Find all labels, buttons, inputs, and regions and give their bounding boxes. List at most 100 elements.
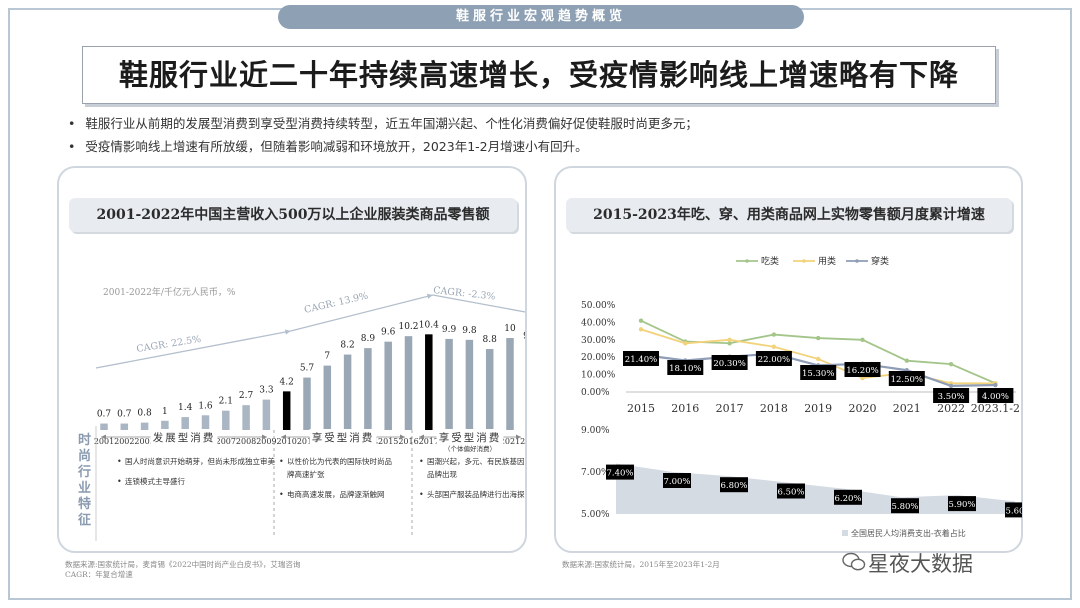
area-data-label-box xyxy=(891,498,919,514)
x-tick-label: 2022 xyxy=(937,402,965,415)
area-data-label-box xyxy=(777,483,805,499)
stage-point-text: 连锁模式主导盛行 xyxy=(125,476,185,486)
stage-arrow-head-left xyxy=(101,434,106,440)
bar xyxy=(465,339,474,430)
left-source: 数据来源:国家统计局，麦肯锡《2022中国时尚产业白皮书》，艾瑞咨询 xyxy=(65,560,301,569)
series-point xyxy=(683,341,688,346)
cagr-arrowhead xyxy=(284,329,291,335)
cagr-label: CAGR: 22.5% xyxy=(136,334,202,355)
bar-value-label: 8.9 xyxy=(361,334,376,344)
area-data-label: 5.60% xyxy=(1005,506,1022,516)
bar xyxy=(120,423,129,430)
bar xyxy=(100,423,108,430)
data-label-box xyxy=(844,362,881,377)
stage-point-text: 国人时尚意识开始萌芽，但尚未形成独立审美 xyxy=(125,456,275,466)
cagr-arrowhead xyxy=(426,293,433,299)
series-point xyxy=(948,383,954,389)
bar xyxy=(506,338,514,430)
data-label-box xyxy=(667,360,704,375)
bar-value-label: 10.2 xyxy=(398,322,418,332)
stage-point-text: 电商高速发展，品牌逐渐触网 xyxy=(287,489,385,499)
x-tick-label: 2016 xyxy=(671,402,699,415)
x-tick-label: 2015 xyxy=(627,402,655,415)
bar-value-label: 5.7 xyxy=(300,364,315,374)
area-data-label: 7.00% xyxy=(663,477,690,487)
x-tick-label: 2021 xyxy=(500,437,520,446)
stage-arrow-head-left xyxy=(419,434,424,440)
watermark: 星夜大数据 xyxy=(868,552,973,576)
bar xyxy=(364,348,372,430)
stage-title-bg xyxy=(436,429,504,445)
stage-arrow-head-right xyxy=(516,434,521,440)
bar xyxy=(242,405,250,430)
bar-value-label: 7 xyxy=(324,352,330,362)
cagr-label: CAGR: 13.9% xyxy=(303,291,369,316)
series-point xyxy=(638,318,644,323)
bar-value-label: 2.7 xyxy=(239,391,254,401)
x-tick-label: 2022 xyxy=(520,437,525,446)
bar xyxy=(425,334,433,430)
x-tick-label: 2007 xyxy=(216,437,236,446)
x-tick-label: 2008 xyxy=(236,437,256,446)
bar-value-label: 10 xyxy=(504,324,516,334)
data-label-box xyxy=(755,351,792,366)
stage-title-bg xyxy=(309,429,377,445)
y-tick-label: 50.00% xyxy=(581,301,616,311)
bar-value-label: 9.9 xyxy=(442,325,457,335)
series-point xyxy=(638,327,644,332)
page-title: 鞋服行业近二十年持续高速增长，受疫情影响线上增速略有下降 xyxy=(82,46,996,104)
y-tick-label: 10.00% xyxy=(581,371,616,381)
y-tick-label: 30.00% xyxy=(581,336,616,346)
data-label-box xyxy=(888,371,925,386)
cagr-label: CAGR: -2.3% xyxy=(433,285,496,302)
bar-value-label: 4.2 xyxy=(280,377,294,387)
legend-label: 穿类 xyxy=(871,255,889,267)
stage-bullet-dot: • xyxy=(117,477,122,486)
data-label: 3.50% xyxy=(938,392,965,402)
stage-arrow-head-right xyxy=(262,434,267,440)
side-label: 时尚行业特征 xyxy=(77,432,91,528)
data-label: 12.50% xyxy=(891,375,923,385)
stage-arrow-head-right xyxy=(400,434,405,440)
x-tick-label: 2018 xyxy=(760,402,788,415)
bar xyxy=(161,420,169,430)
stage-arrow-head-left xyxy=(281,434,286,440)
stage-subtitle: （个体偏好消费） xyxy=(444,444,496,453)
left-note: CAGR：年复合增速 xyxy=(65,570,133,579)
series-point xyxy=(860,337,865,342)
data-label: 15.30% xyxy=(802,369,834,379)
cagr-trend-line xyxy=(432,294,525,313)
stage-point-text: 以性价比为代表的国际快时尚品 xyxy=(287,456,392,466)
bar xyxy=(343,354,352,430)
area-y-tick-label: 5.00% xyxy=(581,510,610,520)
bar-value-label: 1.4 xyxy=(178,403,193,413)
area-data-label-box xyxy=(834,489,862,505)
bar xyxy=(222,410,230,430)
x-tick-label: 2010 xyxy=(277,437,297,446)
bar-value-label: 0.7 xyxy=(97,410,112,420)
bar-value-label: 2.1 xyxy=(219,397,233,407)
data-label: 21.40% xyxy=(625,355,657,365)
legend-marker xyxy=(802,259,806,263)
data-label: 20.30% xyxy=(713,359,745,369)
bar-value-label: 9.8 xyxy=(462,326,477,336)
data-label-box xyxy=(933,388,970,403)
bullet-item: 鞋服行业从前期的发展型消费到享受型消费持续转型，近五年国潮兴起、个性化消费偏好促… xyxy=(68,112,1028,135)
stage-title-bg xyxy=(150,429,218,445)
x-tick-label: 2009 xyxy=(256,437,276,446)
bar xyxy=(303,377,311,430)
x-tick-label: 2023.1-2 xyxy=(971,402,1020,415)
bar-value-label: 10.4 xyxy=(419,320,439,330)
bar xyxy=(181,417,189,430)
wechat-icon xyxy=(842,552,866,571)
bar-value-label: 9.2 xyxy=(523,331,525,341)
data-label-box xyxy=(623,351,659,366)
line-chart: 吃类 用类 穿类 50.00% 40.00% 30.00% 20.00% 10.00% 0.00… xyxy=(581,255,1022,538)
series-point xyxy=(816,356,821,362)
bar xyxy=(404,336,413,430)
cagr-trend-line xyxy=(95,330,291,369)
bar-value-label: 0.7 xyxy=(117,410,132,420)
stage-bullet-dot: • xyxy=(419,490,424,499)
y-tick-label: 0.00% xyxy=(581,388,610,398)
x-tick-label: 2002 xyxy=(114,437,134,446)
